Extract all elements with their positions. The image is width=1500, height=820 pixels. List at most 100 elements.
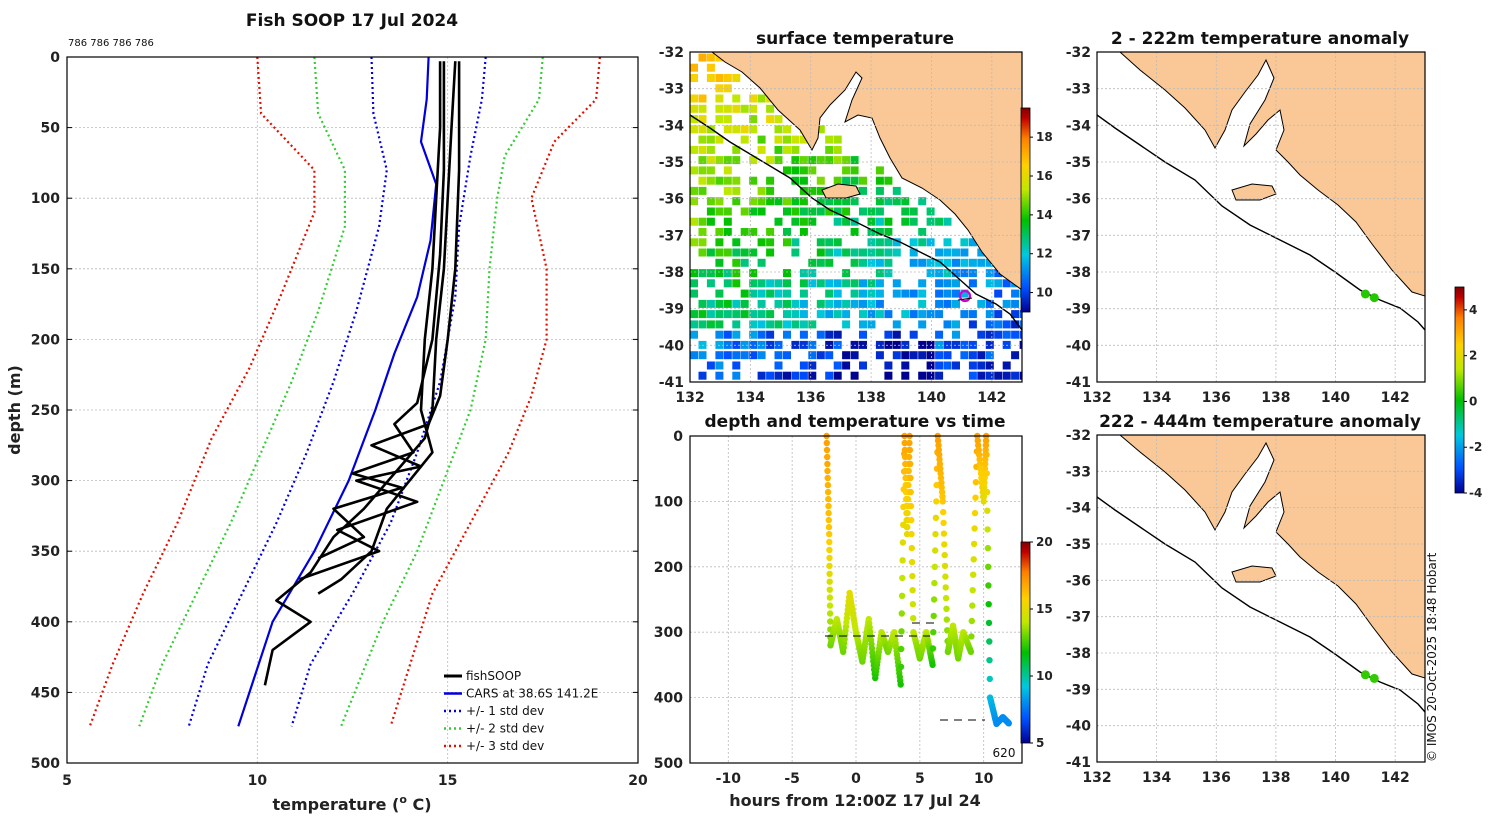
anom2-ytick-label: -32 [1066, 428, 1091, 444]
sst-pixel [884, 371, 893, 380]
anomaly-colorbar-label: -2 [1469, 440, 1482, 454]
sst-pixel [766, 228, 775, 236]
sst-pixel [884, 197, 893, 206]
legend-entry: fishSOOP [466, 669, 521, 683]
dt-annotation: 620 [993, 746, 1016, 760]
sst-pixel [740, 125, 749, 134]
fishsoop-profile-line [298, 61, 461, 581]
sst-pixel [740, 351, 749, 360]
dt-point [903, 530, 911, 538]
sst-pixel [757, 197, 766, 206]
sst-pixel [994, 310, 1003, 319]
dt-point [898, 592, 906, 599]
sst-pixel [875, 351, 884, 360]
sst-pixel [859, 361, 867, 370]
sst-pixel [706, 166, 715, 175]
sst-pixel [968, 238, 977, 247]
sst-pixel [799, 320, 808, 329]
anom2-ytick-label: -36 [1066, 573, 1091, 589]
sst-pixel [706, 310, 715, 319]
anomaly-2-222m-map: 2 - 222m temperature anomaly 132 134 136 13… [1066, 29, 1426, 406]
sst-pixel [791, 371, 800, 380]
sst-pixel [833, 135, 842, 144]
dt-point [933, 498, 940, 505]
sst-pixel [757, 310, 766, 319]
dt-point [940, 508, 947, 516]
sst-pixel [842, 217, 851, 226]
anom2-xtick-label: 132 [1082, 770, 1111, 786]
dt-point [905, 453, 913, 461]
sst-pixel [867, 279, 876, 288]
profile-ytick-label: 400 [31, 615, 60, 631]
sst-pixel [791, 238, 800, 247]
sst-pixel [774, 320, 783, 329]
sst-pixel [715, 382, 723, 390]
sst-pixel [935, 330, 944, 339]
sst-pixel [757, 351, 766, 360]
dt-point [985, 619, 993, 627]
dt-xtick-label: 5 [915, 771, 925, 787]
sst-pixel [842, 320, 851, 329]
sst-pixel [732, 310, 741, 319]
sst-pixel [875, 228, 884, 236]
dt-point [972, 479, 980, 486]
sst-pixel [783, 330, 791, 339]
anom2-ytick-label: -37 [1066, 610, 1091, 626]
sst-pixel [850, 371, 859, 380]
sst-pixel [825, 289, 834, 298]
sst-pixel [799, 340, 808, 349]
sst-pixel [715, 115, 724, 124]
sst-pixel [723, 310, 732, 319]
sst-pixel [943, 289, 952, 298]
sst-pixel [901, 217, 910, 226]
anomaly-222-444m-map: 222 - 444m temperature anomaly 132 134 136… [1066, 286, 1482, 786]
dt-point [984, 507, 991, 514]
sst-pixel [816, 125, 825, 134]
sst-pixel [892, 248, 901, 257]
sst-pixel [918, 299, 927, 308]
profile-ytick-label: 100 [31, 191, 60, 207]
sst-pixel [926, 238, 935, 247]
profile-cast-ids: 786 786 786 786 [68, 38, 154, 49]
dt-point [982, 460, 989, 468]
sst-pixel [749, 289, 758, 298]
sst-pixel [833, 299, 842, 308]
sst-pixel [859, 258, 867, 267]
sst-pixel [732, 269, 741, 278]
sst-pixel [985, 330, 994, 339]
sst-pixel [867, 217, 876, 226]
sst-pixel [985, 371, 994, 380]
sst-pixel [842, 176, 851, 185]
sst-pixel [952, 330, 960, 339]
sst-pixel [892, 289, 901, 298]
sst-pixel [757, 340, 766, 349]
dt-point [984, 544, 992, 552]
sst-pixel [926, 371, 935, 380]
sst-pixel [935, 361, 944, 370]
dt-title: depth and temperature vs time [705, 412, 1006, 432]
sst-pixel [715, 299, 724, 308]
dt-point [942, 573, 949, 580]
dt-point [982, 437, 990, 444]
sst-pixel [909, 258, 918, 267]
dt-point [909, 601, 917, 608]
sst-pixel [706, 63, 715, 72]
sst-pixel [690, 115, 698, 124]
sst-pixel [960, 269, 969, 278]
sst-pixel [1019, 340, 1022, 349]
sst-pixel [690, 145, 698, 154]
dt-point [1005, 720, 1012, 727]
sst-pixel [851, 382, 859, 390]
legend-entry: +/- 2 std dev [466, 722, 544, 736]
dt-point [984, 526, 991, 533]
sst-pixel [766, 238, 775, 247]
dt-point [908, 516, 915, 524]
sst-pixel [909, 217, 918, 226]
sst-pixel [943, 238, 952, 247]
sst-pixel [723, 228, 732, 236]
sst-pixel [808, 279, 817, 288]
sst-pixel [935, 279, 944, 288]
sst-pixel [799, 135, 808, 144]
anomaly-colorbar-label: 4 [1469, 303, 1477, 317]
sst-pixel [892, 238, 901, 247]
